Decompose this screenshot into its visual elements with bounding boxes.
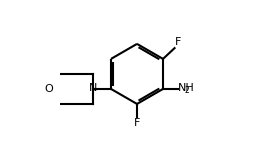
Text: NH: NH xyxy=(178,83,195,93)
Text: 2: 2 xyxy=(185,86,189,95)
Text: N: N xyxy=(89,83,98,93)
Text: O: O xyxy=(44,84,53,94)
Text: F: F xyxy=(134,118,140,128)
Text: F: F xyxy=(175,37,182,47)
